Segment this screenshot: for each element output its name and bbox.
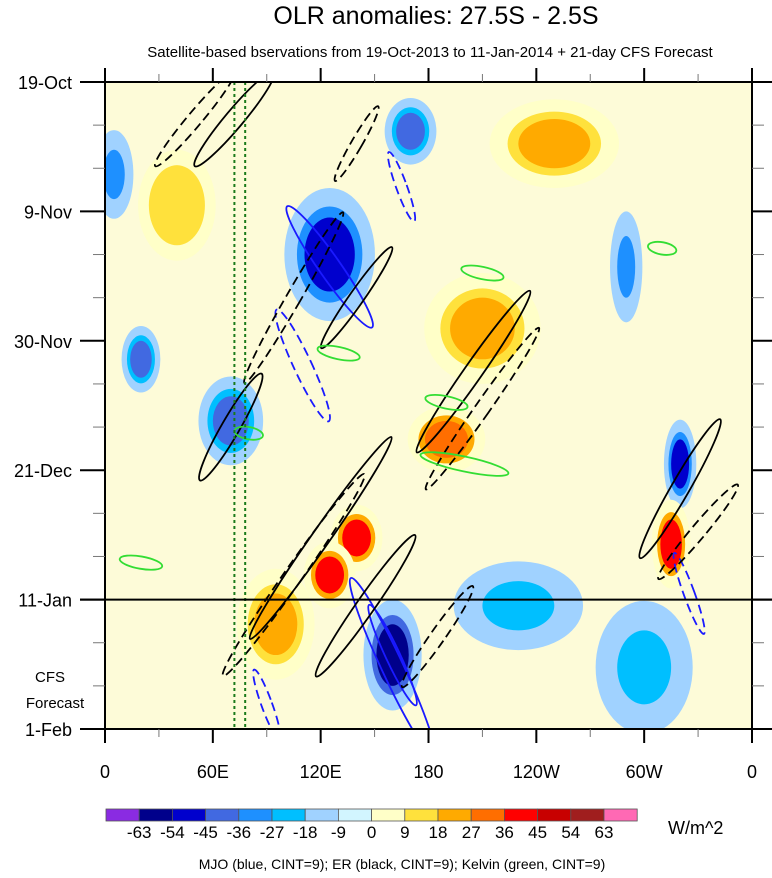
colorbar-swatch bbox=[470, 808, 505, 822]
chart-title: OLR anomalies: 27.5S - 2.5S bbox=[273, 2, 598, 30]
anomaly-blob bbox=[212, 396, 249, 446]
mjo-contour bbox=[367, 603, 418, 707]
colorbar-label: 18 bbox=[429, 823, 448, 842]
colorbar-label: -45 bbox=[193, 823, 218, 842]
colorbar-label: 36 bbox=[495, 823, 514, 842]
kelvin-contour bbox=[118, 554, 164, 571]
er-contour bbox=[198, 372, 264, 482]
x-tick-label: 120E bbox=[300, 762, 342, 782]
kelvin-contour bbox=[316, 344, 361, 362]
colorbar-swatch bbox=[105, 808, 140, 822]
anomaly-blob bbox=[450, 297, 515, 360]
er-contour bbox=[415, 289, 532, 454]
er-contour bbox=[400, 585, 475, 689]
anomaly-blob bbox=[396, 112, 425, 150]
anomaly-blob bbox=[155, 174, 199, 237]
colorbar-label: -63 bbox=[127, 823, 152, 842]
colorbar-label: -54 bbox=[160, 823, 185, 842]
x-tick-label: 60W bbox=[626, 762, 663, 782]
colorbar-label: 54 bbox=[561, 823, 580, 842]
colorbar-swatch bbox=[570, 808, 605, 822]
colorbar-swatch bbox=[503, 808, 538, 822]
colorbar-swatch bbox=[371, 808, 406, 822]
er-contour bbox=[193, 82, 276, 168]
reference-lines bbox=[80, 82, 772, 729]
anomaly-field bbox=[105, 98, 697, 729]
chart-subtitle: Satellite-based bservations from 19-Oct-… bbox=[147, 44, 713, 61]
x-tick-label: 120W bbox=[513, 762, 560, 782]
x-tick-label: 180 bbox=[413, 762, 443, 782]
anomaly-blob bbox=[315, 556, 345, 594]
er-contour bbox=[221, 472, 366, 677]
colorbar-swatch bbox=[603, 808, 638, 822]
anomaly-blob bbox=[671, 439, 690, 489]
colorbar-swatch bbox=[138, 808, 173, 822]
colorbar-swatch bbox=[337, 808, 372, 822]
colorbar-label: 27 bbox=[462, 823, 481, 842]
anomaly-blob bbox=[518, 118, 591, 169]
anomaly-blob bbox=[376, 624, 409, 686]
colorbar-units: W/m^2 bbox=[668, 818, 723, 838]
y-tick-label: 9-Nov bbox=[24, 202, 72, 222]
anomaly-blob bbox=[660, 519, 682, 569]
anomaly-blob bbox=[254, 593, 298, 656]
anomaly-blob bbox=[304, 217, 355, 292]
colorbar-label: 63 bbox=[595, 823, 614, 842]
y-tick-label: 30-Nov bbox=[14, 332, 72, 352]
mjo-contour bbox=[672, 551, 706, 635]
er-contour bbox=[333, 105, 380, 182]
er-contour bbox=[638, 418, 722, 560]
colorbar-swatch bbox=[537, 808, 572, 822]
y-tick-label: 19-Oct bbox=[18, 73, 72, 93]
y-tick-label: 11-Jan bbox=[18, 591, 72, 611]
er-contour bbox=[153, 82, 236, 168]
colorbar-label: -9 bbox=[331, 823, 346, 842]
mjo-contour bbox=[285, 205, 374, 329]
x-tick-label: 0 bbox=[100, 762, 110, 782]
colorbar-swatch bbox=[205, 808, 240, 822]
colorbar-swatch bbox=[238, 808, 273, 822]
kelvin-contour bbox=[647, 240, 678, 256]
colorbar-label: -36 bbox=[227, 823, 252, 842]
x-tick-label: 60E bbox=[197, 762, 229, 782]
kelvin-contour bbox=[460, 264, 505, 282]
mjo-contour bbox=[252, 668, 282, 729]
y-tick-label: 1-Feb bbox=[25, 720, 72, 740]
anomaly-blob bbox=[105, 149, 125, 200]
colorbar-swatch bbox=[437, 808, 472, 822]
anomaly-blob bbox=[617, 236, 636, 298]
colorbar-label: 45 bbox=[528, 823, 547, 842]
anomaly-blob bbox=[342, 519, 371, 557]
colorbar-swatch bbox=[171, 808, 206, 822]
mjo-contour bbox=[348, 577, 437, 729]
anomaly-blob bbox=[130, 340, 152, 378]
anomaly-blob bbox=[424, 420, 469, 458]
colorbar-swatch bbox=[304, 808, 339, 822]
kelvin-contour bbox=[419, 451, 510, 477]
forecast-label-1: CFS bbox=[35, 669, 65, 686]
colorbar-label: -27 bbox=[260, 823, 285, 842]
colorbar-swatch bbox=[271, 808, 306, 822]
forecast-label-2: Forecast bbox=[26, 695, 85, 712]
colorbar-swatch bbox=[404, 808, 439, 822]
contour-legend: MJO (blue, CINT=9); ER (black, CINT=9); … bbox=[199, 856, 606, 872]
er-contour bbox=[314, 534, 417, 678]
anomaly-blob bbox=[482, 581, 555, 631]
x-tick-label: 0 bbox=[747, 762, 757, 782]
colorbar: -63 -54 -45 -36 -27 -18 -9 0 9 18 27 36 45 54 63 bbox=[105, 808, 638, 842]
axes: 19-Oct 9-Nov 30-Nov 21-Dec 11-Jan 1-Feb 0 60E 12… bbox=[14, 68, 772, 782]
colorbar-label: -18 bbox=[293, 823, 318, 842]
colorbar-label: 9 bbox=[400, 823, 409, 842]
kelvin-contour bbox=[424, 394, 469, 411]
anomaly-blob bbox=[617, 630, 672, 705]
wave-contours bbox=[118, 82, 739, 729]
mjo-contour bbox=[274, 308, 331, 423]
colorbar-label: 0 bbox=[367, 823, 376, 842]
y-tick-label: 21-Dec bbox=[14, 461, 72, 481]
er-contour bbox=[657, 483, 739, 581]
er-contour bbox=[319, 246, 394, 350]
er-contour bbox=[424, 326, 541, 491]
